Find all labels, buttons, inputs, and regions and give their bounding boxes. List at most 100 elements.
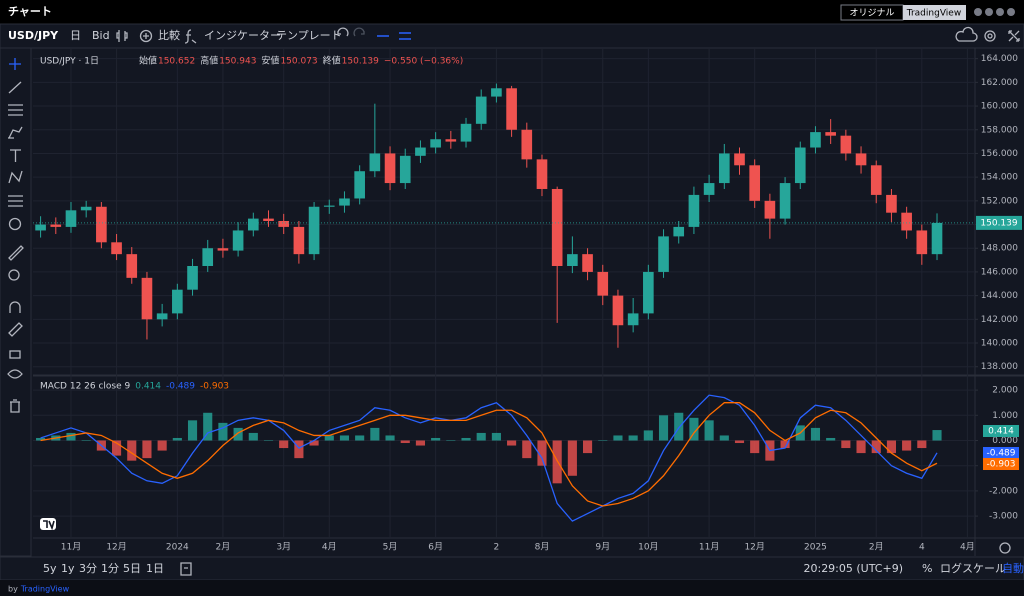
candle-body [901, 212, 912, 231]
histogram-bar [263, 440, 274, 441]
toolbar-item[interactable]: 日 [70, 29, 81, 42]
visibility-tool[interactable] [7, 369, 23, 379]
footer-brand[interactable]: TradingView [20, 585, 70, 594]
candle-body [156, 313, 168, 320]
candle-body [612, 295, 624, 326]
scale-option[interactable]: % [922, 562, 932, 575]
draw-lock-tool[interactable] [8, 322, 23, 337]
x-tick-label: 2024 [166, 543, 189, 553]
indicator-value: 0.414 [135, 382, 161, 392]
histogram-bar [567, 440, 577, 476]
toolbar-item[interactable]: 比較 [158, 29, 180, 42]
axis-settings[interactable] [999, 542, 1011, 554]
candle-body [718, 153, 730, 184]
trendline-tool[interactable] [8, 81, 22, 94]
fullscreen-icon[interactable] [1008, 30, 1020, 42]
date-range-icon[interactable] [180, 562, 192, 576]
compare-icon[interactable] [139, 29, 153, 43]
icon-tool[interactable] [8, 217, 22, 231]
histogram-bar [172, 437, 182, 441]
candle-body [916, 230, 928, 255]
lines-tool[interactable] [399, 32, 411, 40]
legend-value: 150.139 [342, 57, 379, 67]
zoom-tool[interactable] [8, 269, 20, 281]
x-tick-label: 3月 [276, 542, 291, 553]
candle-body [855, 153, 867, 166]
measure-tool[interactable] [8, 245, 24, 261]
histogram-bar [613, 435, 623, 441]
close-icon[interactable] [1007, 8, 1015, 16]
toggle-label[interactable]: TradingView [906, 9, 961, 19]
y-tick-label: -3.000 [989, 512, 1018, 522]
y-tick-label: 146.000 [981, 267, 1018, 277]
histogram-bar [932, 430, 942, 441]
histogram-bar [157, 440, 167, 451]
symbol[interactable]: USD/JPY [8, 29, 59, 42]
histogram-bar [233, 427, 243, 441]
toolbar-item[interactable]: インジケーター [204, 29, 281, 42]
candle-body [551, 188, 563, 266]
range-button[interactable]: 3分 [79, 562, 97, 575]
toggle-tradingview[interactable] [903, 5, 966, 20]
trash-tool[interactable] [10, 399, 20, 413]
value-box-label: -0.489 [986, 449, 1015, 459]
crosshair-tool[interactable] [9, 58, 21, 70]
redo-icon[interactable] [353, 27, 365, 37]
histogram-bar [674, 412, 684, 441]
x-tick-label: 2月 [216, 542, 231, 553]
toolbar-icons [116, 26, 1020, 44]
text-tool[interactable] [10, 149, 21, 162]
candle-body [65, 210, 77, 227]
help-icon[interactable] [974, 8, 982, 16]
scale-option[interactable]: ログスケール [940, 561, 1006, 575]
y-tick-label: 138.000 [981, 362, 1018, 372]
expand-icon[interactable] [996, 8, 1004, 16]
candle-body [445, 139, 457, 142]
y-tick-label: 160.000 [981, 102, 1018, 112]
toggle-label[interactable]: オリジナル [849, 8, 894, 19]
candle-body [658, 236, 669, 272]
macd-line [40, 394, 938, 522]
range-button[interactable]: 5日 [123, 562, 141, 575]
candle-body [80, 206, 92, 211]
histogram-bar [355, 435, 365, 441]
toolbar-item[interactable]: テンプレート [276, 29, 342, 42]
last-price-box [976, 215, 1022, 230]
settings-icon[interactable] [985, 8, 993, 16]
indicator-value: -0.903 [200, 382, 229, 392]
indicator-value: -0.489 [166, 382, 195, 392]
legend-label: 安値 [261, 55, 279, 67]
undo-icon[interactable] [337, 27, 349, 37]
candle-body [931, 222, 943, 255]
settings-icon[interactable] [984, 30, 996, 42]
brush-tool[interactable] [8, 126, 23, 139]
legend-value: 150.943 [219, 57, 256, 67]
histogram-bar [826, 437, 836, 441]
candle-body [278, 220, 290, 227]
histogram-bar [886, 440, 896, 454]
histogram-bar [203, 412, 213, 441]
last-price-label: 150.139 [980, 218, 1017, 228]
x-tick-label: 10月 [638, 542, 658, 553]
y-tick-label: 1.000 [992, 411, 1018, 421]
toolbar-item[interactable]: Bid [92, 29, 110, 42]
candle-body [779, 183, 791, 219]
cloud-icon[interactable] [955, 26, 978, 42]
candle-body [187, 266, 198, 290]
forecast-tool[interactable] [8, 195, 23, 207]
candle-body [232, 230, 244, 251]
indicator-icon[interactable] [184, 29, 197, 44]
scale-option[interactable]: 自動 [1002, 561, 1024, 575]
lock-tool[interactable] [9, 350, 21, 359]
y-tick-label: -2.000 [989, 486, 1018, 496]
x-tick-label: 8月 [535, 542, 550, 553]
chart-type-icon[interactable] [116, 30, 128, 42]
magnet-tool[interactable] [9, 301, 21, 313]
range-button[interactable]: 5y [43, 562, 57, 575]
histogram-bar [446, 440, 456, 441]
range-button[interactable]: 1分 [101, 562, 119, 575]
range-button[interactable]: 1日 [146, 562, 164, 575]
fib-tool[interactable] [8, 104, 23, 116]
range-button[interactable]: 1y [61, 562, 75, 575]
pattern-tool[interactable] [8, 170, 23, 184]
